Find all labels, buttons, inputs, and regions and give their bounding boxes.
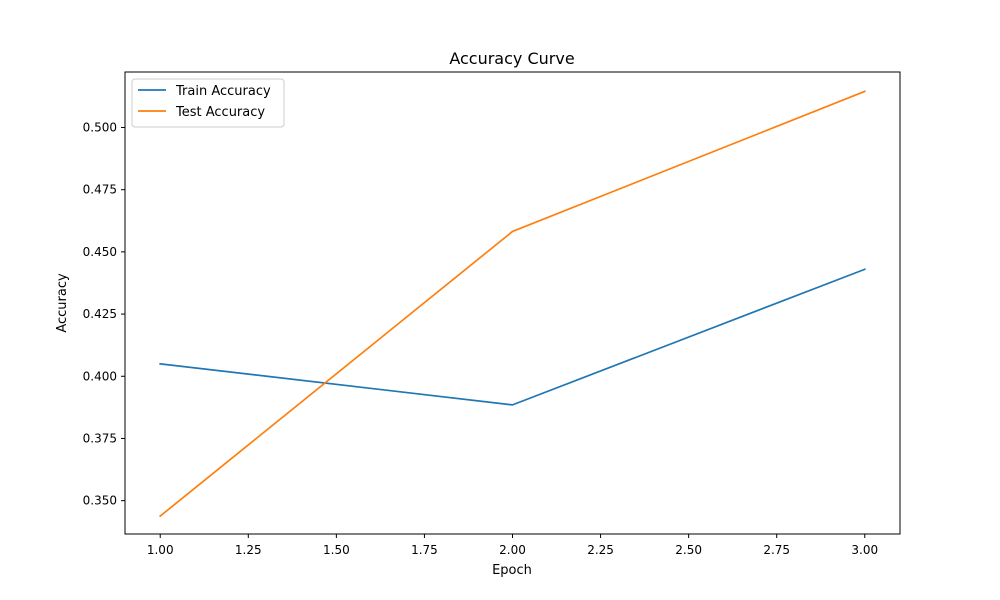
legend-label: Train Accuracy	[175, 84, 271, 99]
x-tick-label: 2.50	[675, 543, 702, 557]
y-tick-label: 0.375	[83, 431, 117, 445]
x-tick-label: 2.75	[763, 543, 790, 557]
x-axis: 1.00 1.25 1.50 1.75 2.00 2.25 2.50 2.75 3.00	[147, 534, 878, 557]
y-tick-label: 0.500	[83, 120, 117, 134]
y-tick-label: 0.475	[83, 183, 117, 197]
x-tick-label: 1.50	[323, 543, 350, 557]
y-tick-label: 0.450	[83, 245, 117, 259]
x-tick-label: 2.25	[587, 543, 614, 557]
x-tick-label: 1.25	[235, 543, 262, 557]
x-tick-label: 1.00	[147, 543, 174, 557]
series-line-train-accuracy	[159, 268, 866, 406]
x-tick-label: 1.75	[411, 543, 438, 557]
y-axis: 0.350 0.375 0.400 0.425 0.450 0.475 0.500	[83, 120, 125, 508]
series-layer	[159, 90, 866, 518]
y-tick-label: 0.350	[83, 494, 117, 508]
legend: Train Accuracy Test Accuracy	[131, 78, 285, 128]
y-axis-title: Accuracy	[55, 273, 70, 333]
plot-area-frame	[124, 71, 901, 535]
chart-title: Accuracy Curve	[449, 49, 574, 68]
legend-label: Test Accuracy	[175, 105, 265, 120]
y-tick-label: 0.400	[83, 369, 117, 383]
legend-box	[131, 78, 285, 128]
x-axis-title: Epoch	[492, 563, 532, 578]
x-tick-label: 2.00	[499, 543, 526, 557]
y-tick-label: 0.425	[83, 307, 117, 321]
x-tick-label: 3.00	[851, 543, 878, 557]
series-line-test-accuracy	[159, 90, 866, 518]
